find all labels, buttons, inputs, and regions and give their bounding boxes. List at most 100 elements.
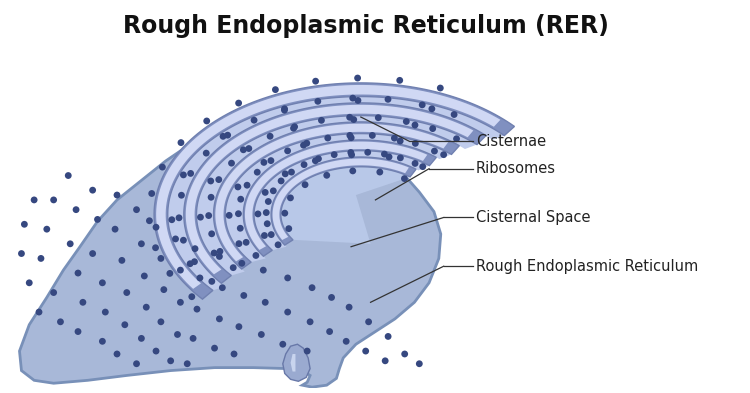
Circle shape <box>291 123 298 130</box>
Circle shape <box>146 217 153 224</box>
Circle shape <box>437 84 444 92</box>
Circle shape <box>26 279 33 286</box>
Circle shape <box>237 196 244 203</box>
Circle shape <box>304 348 310 354</box>
Circle shape <box>74 270 82 276</box>
Circle shape <box>346 114 353 121</box>
Circle shape <box>208 194 214 201</box>
Circle shape <box>21 221 28 228</box>
Circle shape <box>219 284 226 291</box>
Circle shape <box>211 345 218 352</box>
Circle shape <box>244 182 250 189</box>
Circle shape <box>207 178 214 184</box>
Circle shape <box>264 220 271 227</box>
Circle shape <box>194 306 200 312</box>
Text: Cisternal Space: Cisternal Space <box>476 210 590 225</box>
Circle shape <box>428 105 435 112</box>
Circle shape <box>203 118 210 124</box>
Circle shape <box>272 86 279 93</box>
Circle shape <box>397 154 404 161</box>
Circle shape <box>74 328 82 335</box>
Circle shape <box>314 98 321 105</box>
Circle shape <box>290 125 297 132</box>
Circle shape <box>215 176 222 183</box>
Polygon shape <box>168 97 504 290</box>
Circle shape <box>309 284 316 291</box>
Circle shape <box>307 318 314 325</box>
Text: Ribosomes: Ribosomes <box>476 161 556 176</box>
Polygon shape <box>184 103 486 283</box>
Circle shape <box>206 212 212 219</box>
Circle shape <box>350 116 357 123</box>
Circle shape <box>362 348 369 354</box>
Circle shape <box>312 78 319 84</box>
Circle shape <box>112 226 118 233</box>
Circle shape <box>254 211 261 217</box>
Circle shape <box>73 206 80 213</box>
Circle shape <box>230 351 238 357</box>
Circle shape <box>160 286 167 293</box>
Circle shape <box>236 100 242 107</box>
Circle shape <box>331 151 338 158</box>
Circle shape <box>262 299 268 306</box>
Circle shape <box>235 184 242 190</box>
Circle shape <box>347 149 354 156</box>
Circle shape <box>381 151 388 158</box>
Circle shape <box>158 255 164 262</box>
Circle shape <box>50 289 57 296</box>
Circle shape <box>177 267 184 274</box>
Circle shape <box>99 279 106 286</box>
Circle shape <box>152 244 159 251</box>
Text: Rough Endoplasmic Reticulum: Rough Endoplasmic Reticulum <box>476 259 698 274</box>
Circle shape <box>241 292 248 299</box>
Circle shape <box>348 134 355 141</box>
Polygon shape <box>271 157 416 245</box>
Circle shape <box>350 95 356 101</box>
Circle shape <box>178 139 184 146</box>
Circle shape <box>281 107 288 114</box>
Circle shape <box>301 161 307 168</box>
Circle shape <box>303 140 310 147</box>
Circle shape <box>268 231 274 238</box>
Circle shape <box>243 239 250 246</box>
Circle shape <box>102 309 109 316</box>
Circle shape <box>141 273 148 279</box>
Circle shape <box>236 240 242 247</box>
Circle shape <box>300 142 307 149</box>
Circle shape <box>262 209 270 216</box>
Circle shape <box>99 338 106 345</box>
Circle shape <box>274 241 281 248</box>
Circle shape <box>57 318 64 325</box>
Circle shape <box>412 160 419 167</box>
Circle shape <box>188 293 195 300</box>
Circle shape <box>38 255 44 262</box>
Text: Cisternae: Cisternae <box>476 134 546 149</box>
Circle shape <box>118 257 125 264</box>
Circle shape <box>396 77 404 84</box>
Circle shape <box>328 294 335 301</box>
Circle shape <box>419 163 426 170</box>
Circle shape <box>324 135 332 141</box>
Circle shape <box>180 237 187 244</box>
Circle shape <box>397 138 404 145</box>
Circle shape <box>284 147 291 154</box>
Circle shape <box>236 323 242 330</box>
Circle shape <box>251 117 257 123</box>
Circle shape <box>113 192 121 198</box>
Circle shape <box>35 309 43 316</box>
Circle shape <box>44 226 50 233</box>
Circle shape <box>312 157 319 164</box>
Circle shape <box>152 224 160 231</box>
Circle shape <box>403 118 410 125</box>
Circle shape <box>412 121 419 129</box>
Circle shape <box>323 172 330 179</box>
Circle shape <box>220 133 226 140</box>
Circle shape <box>267 133 274 140</box>
Circle shape <box>122 321 128 328</box>
Circle shape <box>288 169 295 176</box>
Circle shape <box>230 264 237 271</box>
Circle shape <box>197 214 204 220</box>
Polygon shape <box>272 158 409 240</box>
Circle shape <box>166 270 173 277</box>
Circle shape <box>67 241 74 247</box>
